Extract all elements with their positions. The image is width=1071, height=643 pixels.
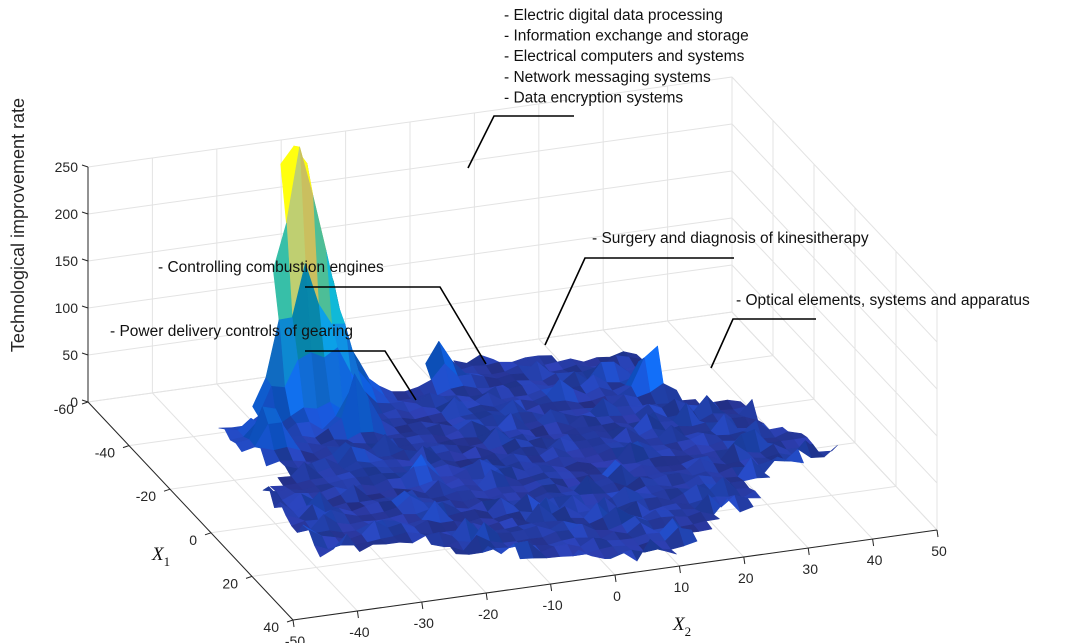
x1-tick-mark xyxy=(286,619,294,623)
x1-tick-mark xyxy=(81,401,89,405)
x2-tick-label: -10 xyxy=(542,597,562,613)
x1-tick-label: 0 xyxy=(189,532,197,548)
x1-tick-mark xyxy=(122,445,130,449)
tick-labels: -60-40-2002040-50-40-30-20-1001020304050… xyxy=(54,159,947,643)
annotation-text: - Optical elements, systems and apparatu… xyxy=(736,292,1030,309)
annotation-text: - Power delivery controls of gearing xyxy=(110,323,353,340)
x1-axis-sub: 1 xyxy=(164,554,171,569)
x2-tick-mark xyxy=(292,619,295,628)
x2-tick-label: 0 xyxy=(613,588,621,604)
x2-tick-mark xyxy=(485,592,488,601)
x2-tick-mark xyxy=(872,538,875,547)
side-wall-grid-line xyxy=(731,217,938,437)
x2-tick-mark xyxy=(356,610,359,619)
z-axis-label: Technological improvement rate xyxy=(8,98,28,352)
annotation-leader-line xyxy=(710,318,816,369)
annotation-leader-line xyxy=(467,115,574,169)
z-tick-mark xyxy=(81,352,89,356)
x2-tick-label: 20 xyxy=(738,570,754,586)
annotation-leader-line xyxy=(305,286,487,365)
z-tick-mark xyxy=(81,399,89,403)
x2-tick-label: -20 xyxy=(478,606,498,622)
x1-tick-mark xyxy=(245,575,253,579)
annotation-leader-line xyxy=(544,257,734,346)
surface-patch xyxy=(449,546,470,555)
annotation-text: - Controlling combustion engines xyxy=(158,259,384,276)
side-wall-grid-line xyxy=(731,170,938,390)
x2-tick-label: -30 xyxy=(414,615,434,631)
z-tick-label: 200 xyxy=(55,206,79,222)
x1-axis-var: X xyxy=(151,544,165,565)
side-wall-grid-line xyxy=(731,123,938,343)
x1-tick-label: 20 xyxy=(222,575,238,591)
annotation-text: - Electrical computers and systems xyxy=(504,48,745,65)
side-wall-grid-line xyxy=(731,311,938,531)
annotation-leader-line xyxy=(305,350,417,401)
z-tick-mark xyxy=(81,258,89,262)
annotations: - Electric digital data processing - Info… xyxy=(110,7,1030,401)
x2-tick-mark xyxy=(678,565,681,574)
x2-tick-mark xyxy=(936,529,939,538)
z-tick-mark xyxy=(81,305,89,309)
annotation-text: - Electric digital data processing xyxy=(504,7,723,24)
x1-tick-label: 40 xyxy=(263,619,279,635)
x2-tick-mark xyxy=(807,547,810,556)
x2-axis-var: X xyxy=(672,614,686,635)
z-tick-mark xyxy=(81,164,89,168)
surface-patch xyxy=(481,545,502,555)
z-tick-label: 50 xyxy=(62,347,78,363)
z-tick-mark xyxy=(81,211,89,215)
x2-axis-sub: 2 xyxy=(685,624,692,639)
surface-patch xyxy=(604,552,625,560)
z-tick-label: 150 xyxy=(55,253,79,269)
floor-grid-line xyxy=(152,392,358,612)
annotation-text: - Information exchange and storage xyxy=(504,28,749,45)
annotation-text: - Network messaging systems xyxy=(504,69,711,86)
annotation-text: - Surgery and diagnosis of kinesitherapy xyxy=(592,230,869,247)
x2-tick-mark xyxy=(550,583,553,592)
x1-tick-label: -60 xyxy=(54,401,74,417)
x1-tick-label: -20 xyxy=(136,488,156,504)
z-tick-label: 0 xyxy=(70,394,78,410)
surface-patch xyxy=(514,540,534,560)
z-tick-label: 100 xyxy=(55,300,79,316)
x2-tick-mark xyxy=(743,556,746,565)
x1-tick-label: -40 xyxy=(95,445,115,461)
x1-tick-mark xyxy=(163,488,171,492)
x2-tick-label: -50 xyxy=(285,633,305,643)
x2-axis-label: X2 xyxy=(672,614,691,639)
z-tick-label: 250 xyxy=(55,159,79,175)
surface-plot xyxy=(218,145,838,562)
x2-tick-label: 50 xyxy=(931,543,947,559)
x2-tick-label: 10 xyxy=(674,579,690,595)
x2-tick-mark xyxy=(421,601,424,610)
x1-tick-mark xyxy=(204,532,212,536)
side-wall-grid-line xyxy=(731,76,938,296)
surface-patch xyxy=(314,545,334,558)
x2-tick-label: 30 xyxy=(802,561,818,577)
x2-tick-label: 40 xyxy=(867,552,883,568)
side-wall-grid-line xyxy=(731,264,938,484)
x2-tick-label: -40 xyxy=(349,624,369,640)
surface-patch xyxy=(572,549,593,557)
x2-tick-mark xyxy=(614,574,617,583)
annotation-text: - Data encryption systems xyxy=(504,89,683,106)
x1-axis-label: X1 xyxy=(151,544,170,569)
axis-line xyxy=(87,401,294,621)
